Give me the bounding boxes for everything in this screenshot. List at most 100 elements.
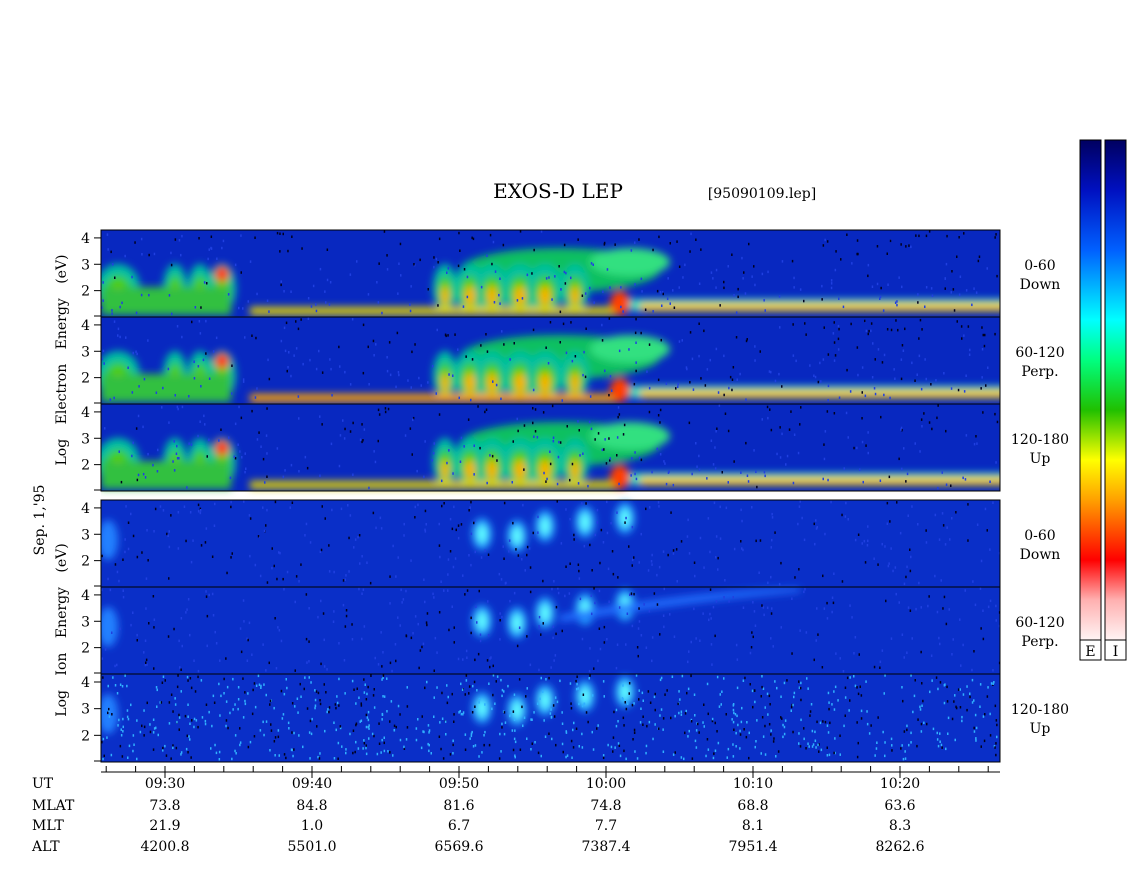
- speckle: [264, 481, 266, 484]
- speckle: [509, 599, 511, 603]
- speckle: [856, 252, 858, 256]
- speckle: [152, 463, 154, 467]
- speckle: [806, 677, 808, 680]
- speckle: [177, 674, 179, 677]
- speckle: [199, 332, 202, 335]
- speckle: [422, 730, 424, 733]
- speckle: [256, 387, 258, 390]
- speckle: [930, 383, 932, 386]
- speckle: [473, 444, 475, 447]
- speckle: [181, 234, 183, 238]
- speckle: [251, 334, 253, 337]
- speckle: [452, 565, 455, 569]
- speckle: [363, 678, 365, 681]
- speckle: [175, 452, 178, 455]
- speckle: [664, 462, 666, 465]
- speckle: [500, 578, 503, 581]
- speckle: [309, 358, 311, 362]
- speckle: [591, 612, 593, 616]
- speckle: [631, 457, 633, 460]
- speckle: [479, 446, 481, 450]
- speckle: [156, 470, 159, 473]
- speckle: [468, 554, 470, 557]
- speckle: [205, 527, 208, 530]
- speckle: [824, 238, 826, 242]
- speckle: [326, 710, 328, 714]
- speckle: [945, 747, 947, 751]
- speckle: [537, 531, 539, 534]
- speckle: [197, 725, 199, 729]
- speckle: [438, 413, 441, 416]
- speckle: [823, 326, 825, 329]
- panel-label: Up: [1030, 721, 1051, 737]
- speckle: [641, 290, 643, 293]
- speckle: [982, 333, 984, 337]
- speckle: [707, 712, 709, 716]
- speckle: [218, 758, 221, 761]
- speckle: [271, 547, 273, 550]
- speckle: [148, 622, 150, 625]
- speckle: [662, 292, 664, 296]
- speckle: [178, 728, 180, 731]
- speckle: [307, 317, 310, 320]
- speckle: [315, 690, 318, 693]
- speckle: [618, 413, 621, 416]
- speckle: [719, 693, 721, 696]
- speckle: [177, 511, 180, 514]
- speckle: [309, 719, 312, 723]
- speckle: [689, 381, 691, 384]
- feature: [465, 460, 475, 480]
- speckle: [727, 747, 730, 751]
- speckle: [883, 393, 885, 397]
- speckle: [318, 349, 320, 353]
- speckle: [742, 679, 745, 682]
- speckle: [906, 565, 908, 569]
- speckle: [338, 677, 340, 681]
- speckle: [162, 386, 164, 390]
- speckle: [712, 605, 715, 609]
- speckle: [673, 306, 676, 309]
- speckle: [356, 687, 358, 690]
- speckle: [420, 746, 423, 750]
- speckle: [771, 538, 773, 542]
- speckle: [565, 731, 568, 734]
- speckle: [137, 473, 140, 477]
- speckle: [170, 263, 173, 267]
- speckle: [118, 718, 120, 722]
- speckle: [917, 301, 919, 304]
- speckle: [868, 732, 871, 735]
- speckle: [167, 367, 170, 371]
- speckle: [853, 675, 855, 678]
- speckle: [557, 455, 560, 459]
- speckle: [827, 478, 829, 482]
- speckle: [826, 754, 829, 757]
- speckle: [989, 548, 991, 551]
- speckle: [351, 318, 354, 321]
- speckle: [357, 535, 359, 539]
- speckle: [140, 237, 143, 241]
- speckle: [576, 675, 578, 678]
- speckle: [136, 633, 138, 637]
- speckle: [362, 439, 364, 442]
- speckle: [823, 457, 826, 461]
- speckle: [793, 691, 796, 695]
- speckle: [803, 299, 805, 303]
- speckle: [775, 755, 777, 758]
- speckle: [427, 724, 430, 727]
- speckle: [162, 675, 165, 678]
- speckle: [214, 502, 216, 506]
- speckle: [237, 707, 239, 711]
- speckle: [542, 690, 544, 693]
- speckle: [251, 653, 253, 656]
- speckle: [659, 453, 662, 456]
- speckle: [460, 682, 462, 686]
- speckle: [803, 538, 806, 542]
- speckle: [422, 642, 425, 646]
- speckle: [383, 230, 386, 233]
- speckle: [475, 605, 477, 608]
- speckle: [839, 734, 841, 737]
- speckle: [262, 643, 264, 646]
- speckle: [874, 358, 876, 361]
- speckle: [814, 730, 816, 734]
- speckle: [372, 511, 375, 515]
